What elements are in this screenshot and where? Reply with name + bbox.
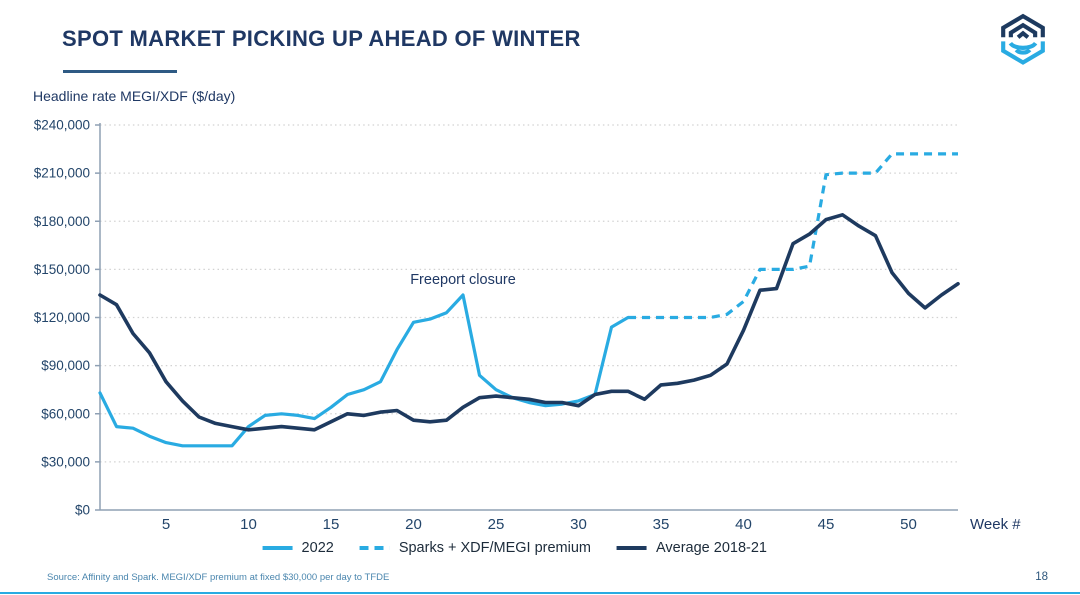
x-tick-label: 35 — [653, 516, 670, 533]
y-tick-label: $180,000 — [34, 214, 90, 229]
legend-label: Sparks + XDF/MEGI premium — [398, 540, 591, 556]
x-tick-label: 25 — [488, 516, 505, 533]
x-tick-label: 5 — [162, 516, 170, 533]
legend-swatch-dashed-line-icon — [359, 546, 390, 550]
y-tick-label: $30,000 — [41, 454, 90, 469]
y-tick-label: $150,000 — [34, 262, 90, 277]
footer-accent-rule — [0, 591, 1080, 594]
legend-item-sparks-premium: Sparks + XDF/MEGI premium — [359, 540, 591, 556]
y-tick-label: $0 — [75, 503, 90, 518]
y-tick-label: $60,000 — [41, 406, 90, 421]
y-tick-label: $210,000 — [34, 166, 90, 181]
series-line-2 — [98, 213, 960, 432]
x-tick-label: 15 — [323, 516, 340, 533]
y-tick-label: $120,000 — [34, 310, 90, 325]
x-tick-label: 30 — [570, 516, 587, 533]
x-tick-label: 45 — [818, 516, 835, 533]
legend-label: 2022 — [301, 540, 334, 556]
chart-annotation: Freeport closure — [410, 272, 516, 288]
legend-item-average-2018-21: Average 2018-21 — [616, 540, 767, 556]
page-number: 18 — [1035, 571, 1048, 583]
y-tick-label: $240,000 — [34, 118, 90, 133]
legend-label: Average 2018-21 — [655, 540, 767, 556]
x-tick-label: 40 — [735, 516, 752, 533]
company-logo-icon — [1001, 13, 1045, 65]
x-tick-label: 20 — [405, 516, 422, 533]
title-underline — [63, 70, 177, 73]
legend-swatch-navy-line-icon — [616, 546, 647, 550]
series-line-1 — [628, 152, 958, 320]
x-axis-label: Week # — [970, 516, 1021, 533]
legend-item-2022: 2022 — [262, 540, 334, 556]
chart-legend: 2022 Sparks + XDF/MEGI premium Average 2… — [262, 540, 767, 556]
legend-swatch-solid-line-icon — [262, 546, 293, 550]
series-line-0 — [98, 293, 630, 448]
footer-source-note: Source: Affinity and Spark. MEGI/XDF pre… — [47, 572, 390, 583]
chart-axis-title: Headline rate MEGI/XDF ($/day) — [33, 88, 236, 104]
x-tick-label: 50 — [900, 516, 917, 533]
y-tick-label: $90,000 — [41, 358, 90, 373]
x-tick-label: 10 — [240, 516, 257, 533]
page-title: SPOT MARKET PICKING UP AHEAD OF WINTER — [62, 26, 581, 51]
